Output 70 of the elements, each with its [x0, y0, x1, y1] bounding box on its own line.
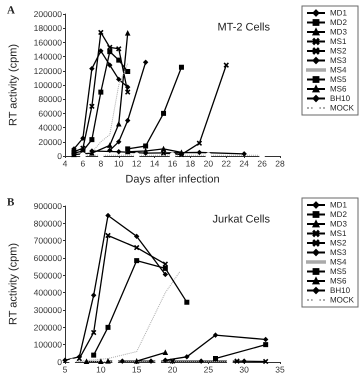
annotation: MT-2 Cells	[217, 22, 270, 34]
y-tick-label: 600000	[34, 253, 62, 263]
legend-label: MS1	[330, 229, 347, 238]
legend-label: MD2	[330, 210, 348, 219]
legend-label: MD3	[330, 28, 348, 36]
y-tick-label: 180000	[34, 23, 62, 34]
chart-title: A	[7, 4, 15, 16]
annotation: Jurkat Cells	[212, 214, 270, 226]
y-tick-label: 60000	[38, 108, 62, 118]
legend-label: MS2	[330, 46, 347, 56]
legend-label: MOCK	[330, 296, 355, 304]
y-tick-label: 40000	[38, 122, 62, 133]
legend-label: BH10	[330, 286, 351, 295]
y-tick-label: 900000	[34, 201, 62, 211]
legend-label: MS1	[330, 37, 347, 46]
x-tick-label: 20	[168, 364, 178, 374]
x-tick-label: 18	[186, 158, 196, 168]
y-tick-label: 160000	[34, 37, 62, 48]
x-tick-label: 5	[62, 364, 68, 374]
y-tick-label: 120000	[34, 66, 62, 76]
x-tick-label: 10	[96, 364, 106, 374]
y-axis-title: RT activity (cpm)	[8, 44, 20, 126]
x-tick-label: 10	[114, 158, 124, 168]
x-tick-label: 8	[98, 158, 104, 168]
legend-label: MOCK	[330, 104, 355, 112]
x-tick-label: 12	[132, 158, 142, 168]
chart-title: B	[7, 196, 15, 208]
x-tick-label: 4	[62, 158, 68, 168]
y-tick-label: 400000	[34, 288, 62, 298]
y-axis-title: RT activity (cpm)	[8, 242, 20, 326]
y-tick-label: 80000	[38, 94, 62, 104]
y-tick-label: 200000	[34, 322, 62, 332]
x-tick-label: 14	[150, 158, 160, 168]
x-tick-label: 15	[132, 364, 142, 374]
y-tick-label: 100000	[34, 340, 62, 350]
x-tick-label: 16	[168, 158, 178, 168]
x-tick-label: 20	[204, 158, 214, 168]
x-tick-label: 30	[239, 364, 250, 374]
y-tick-label: 800000	[34, 218, 62, 228]
y-tick-label: 20000	[38, 136, 62, 147]
legend-label: MD3	[330, 220, 348, 228]
x-tick-label: 25	[204, 364, 214, 374]
x-tick-label: 22	[222, 158, 232, 168]
legend-label: MS4	[330, 258, 347, 266]
y-tick-label: 0	[57, 151, 62, 161]
x-tick-label: 6	[80, 158, 86, 168]
y-tick-label: 140000	[34, 52, 62, 62]
legend-label: MS6	[330, 84, 347, 94]
x-tick-label: 26	[257, 158, 268, 168]
x-axis-title: Days after infection	[125, 174, 220, 186]
legend-label: MS5	[330, 267, 347, 276]
legend-label: MS3	[330, 248, 347, 257]
legend-label: MS4	[330, 66, 347, 74]
x-tick-label: 35	[275, 364, 285, 374]
y-tick-label: 200000	[34, 9, 62, 19]
legend-label: MS6	[330, 276, 347, 286]
legend-label: MS3	[330, 56, 347, 65]
legend-label: MD1	[330, 200, 348, 210]
y-tick-label: 500000	[34, 270, 62, 280]
y-tick-label: 100000	[34, 80, 62, 90]
legend-label: MD1	[330, 8, 348, 18]
y-tick-label: 300000	[34, 305, 62, 315]
x-tick-label: 28	[275, 158, 285, 168]
legend-label: BH10	[330, 94, 351, 103]
legend-label: MS5	[330, 75, 347, 84]
y-tick-label: 0	[57, 357, 62, 367]
y-tick-label: 700000	[34, 236, 62, 246]
x-tick-label: 24	[239, 158, 250, 168]
legend-label: MD2	[330, 18, 348, 27]
legend-label: MS2	[330, 238, 347, 248]
